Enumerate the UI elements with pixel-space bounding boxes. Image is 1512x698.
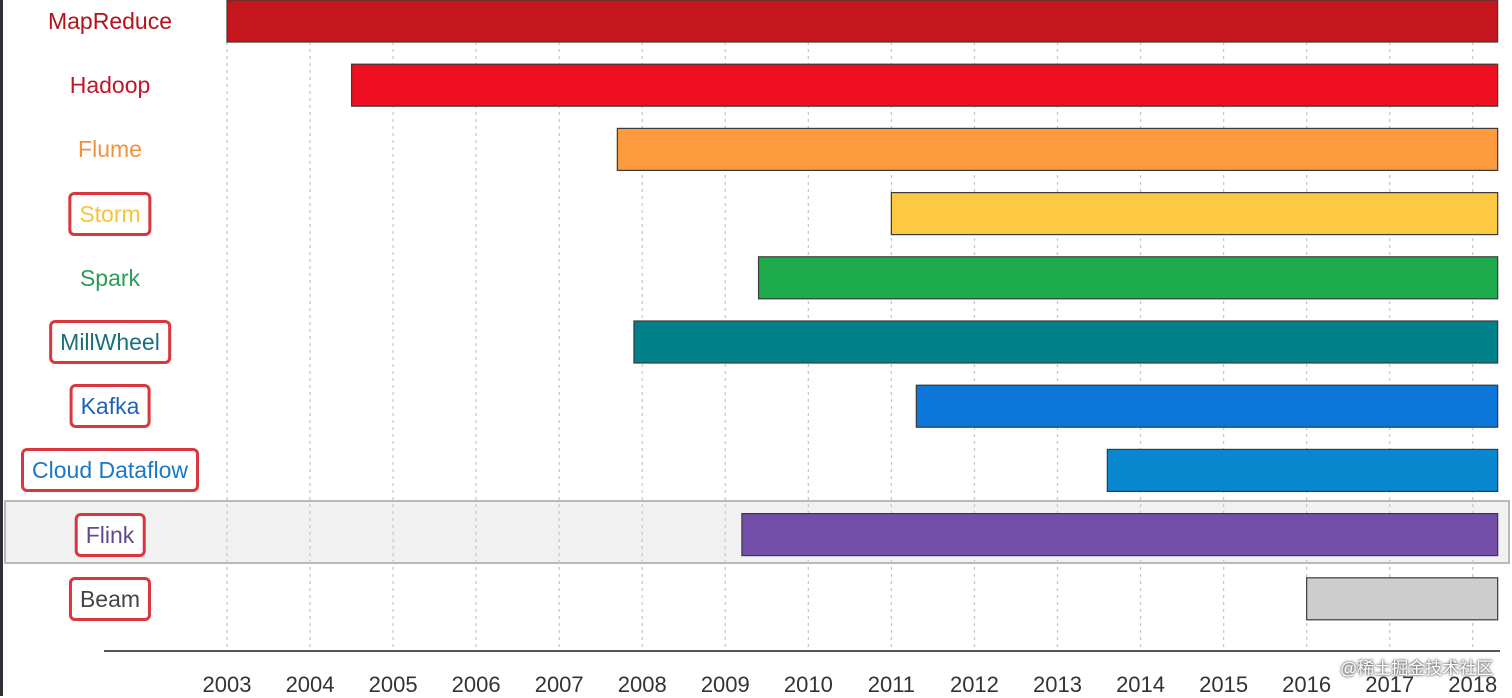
bar-mapreduce — [226, 0, 1499, 43]
year-label-2016: 2016 — [1282, 672, 1332, 697]
year-label-2011: 2011 — [867, 672, 916, 697]
year-label-2015: 2015 — [1199, 672, 1249, 697]
row-label-mapreduce: MapReduce — [47, 8, 173, 34]
year-label-2012: 2012 — [949, 672, 999, 697]
row-label-spark: Spark — [79, 264, 141, 291]
bar-kafka — [915, 384, 1499, 428]
year-label-2008: 2008 — [617, 672, 667, 697]
year-label-2017: 2017 — [1365, 672, 1415, 697]
bar-storm — [890, 192, 1499, 236]
row-label-flume: Flume — [78, 136, 142, 163]
year-label-2013: 2013 — [1033, 672, 1082, 697]
row-label-hadoop: Hadoop — [69, 72, 151, 99]
row-label-flink: Flink — [74, 512, 146, 557]
bar-cloud-dataflow — [1106, 448, 1499, 492]
bar-spark — [757, 256, 1499, 300]
year-label-2014: 2014 — [1116, 672, 1166, 697]
year-label-2018: 2018 — [1448, 672, 1498, 697]
year-label-2005: 2005 — [368, 672, 418, 697]
year-label-2003: 2003 — [202, 672, 252, 697]
bar-beam — [1306, 577, 1499, 621]
row-label-kafka: Kafka — [69, 384, 151, 429]
bar-millwheel — [633, 320, 1499, 364]
window-left-border — [0, 0, 3, 696]
bar-flume — [616, 127, 1499, 171]
row-label-millwheel: MillWheel — [49, 320, 171, 364]
row-label-storm: Storm — [68, 191, 152, 236]
year-label-2006: 2006 — [451, 672, 501, 697]
watermark: @稀土掘金技术社区 — [1340, 659, 1494, 678]
year-label-2007: 2007 — [534, 672, 584, 697]
year-label-2010: 2010 — [783, 672, 833, 697]
year-label-2004: 2004 — [285, 672, 335, 697]
bar-flink — [741, 512, 1499, 557]
row-label-cloud-dataflow: Cloud Dataflow — [21, 448, 199, 493]
bar-hadoop — [350, 63, 1499, 107]
row-label-beam: Beam — [68, 576, 152, 621]
year-label-2009: 2009 — [700, 672, 750, 697]
